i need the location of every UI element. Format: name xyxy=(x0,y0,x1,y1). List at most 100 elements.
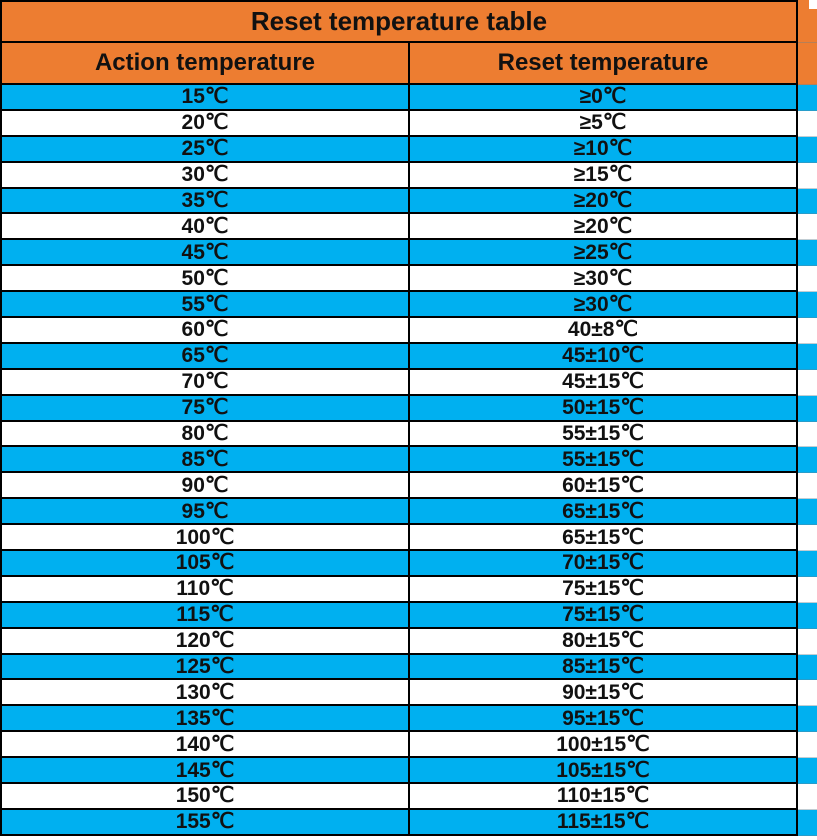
reset-temperature-cell: 65±15℃ xyxy=(410,499,798,526)
table-row: 20℃ ≥5℃ xyxy=(0,110,817,137)
action-temperature-cell: 110℃ xyxy=(0,576,410,603)
reset-temperature-cell: 55±15℃ xyxy=(410,447,798,474)
action-temperature-cell: 15℃ xyxy=(0,85,410,111)
table-row: 80℃ 55±15℃ xyxy=(0,421,817,448)
action-temperature-cell: 20℃ xyxy=(0,110,410,137)
table-row: 65℃ 45±10℃ xyxy=(0,343,817,370)
table-row: 90℃ 60±15℃ xyxy=(0,473,817,500)
table-row: 75℃ 50±15℃ xyxy=(0,395,817,422)
action-temperature-cell: 90℃ xyxy=(0,473,410,500)
action-temperature-cell: 145℃ xyxy=(0,758,410,785)
reset-temperature-cell: ≥20℃ xyxy=(410,214,798,241)
row-bleed-strip xyxy=(798,499,817,526)
table-title: Reset temperature table xyxy=(0,0,798,43)
table-row: 85℃ 55±15℃ xyxy=(0,447,817,474)
row-bleed-strip xyxy=(798,551,817,577)
reset-temperature-cell: 90±15℃ xyxy=(410,680,798,707)
row-bleed-strip xyxy=(798,758,817,785)
action-temperature-cell: 45℃ xyxy=(0,240,410,267)
row-bleed-strip xyxy=(798,577,817,603)
row-bleed-strip xyxy=(798,473,817,500)
action-temperature-cell: 115℃ xyxy=(0,602,410,629)
reset-temperature-cell: ≥30℃ xyxy=(410,266,798,293)
row-bleed-strip xyxy=(798,266,817,293)
reset-temperature-cell: 50±15℃ xyxy=(410,395,798,422)
action-temperature-cell: 40℃ xyxy=(0,214,410,241)
table-row: 110℃ 75±15℃ xyxy=(0,576,817,603)
row-bleed-strip xyxy=(798,85,817,111)
row-bleed-strip xyxy=(798,447,817,474)
row-bleed-strip xyxy=(798,189,817,215)
action-temperature-cell: 120℃ xyxy=(0,628,410,655)
header-bleed-strip xyxy=(798,43,817,85)
action-temperature-cell: 35℃ xyxy=(0,188,410,215)
action-temperature-cell: 85℃ xyxy=(0,447,410,474)
table-row: 25℃ ≥10℃ xyxy=(0,136,817,163)
table-row: 45℃ ≥25℃ xyxy=(0,240,817,267)
reset-temperature-cell: ≥30℃ xyxy=(410,292,798,319)
row-bleed-strip xyxy=(798,706,817,733)
table-row: 95℃ 65±15℃ xyxy=(0,499,817,526)
action-temperature-cell: 80℃ xyxy=(0,421,410,448)
row-bleed-strip xyxy=(798,810,817,836)
reset-temperature-cell: 115±15℃ xyxy=(410,809,798,836)
action-temperature-cell: 125℃ xyxy=(0,654,410,681)
corner-notch xyxy=(809,0,817,9)
action-temperature-cell: 30℃ xyxy=(0,162,410,189)
action-temperature-cell: 25℃ xyxy=(0,136,410,163)
table-title-row: Reset temperature table xyxy=(0,0,817,43)
table-row: 60℃ 40±8℃ xyxy=(0,318,817,344)
reset-temperature-cell: ≥25℃ xyxy=(410,240,798,267)
table-header-row: Action temperature Reset temperature xyxy=(0,43,817,85)
table-row: 135℃ 95±15℃ xyxy=(0,706,817,733)
reset-temperature-cell: ≥0℃ xyxy=(410,85,798,111)
row-bleed-strip xyxy=(798,292,817,319)
reset-temperature-cell: 85±15℃ xyxy=(410,654,798,681)
table-row: 15℃ ≥0℃ xyxy=(0,85,817,111)
table-row: 150℃ 110±15℃ xyxy=(0,784,817,810)
table-row: 105℃ 70±15℃ xyxy=(0,551,817,577)
reset-temperature-cell: ≥5℃ xyxy=(410,110,798,137)
action-temperature-cell: 70℃ xyxy=(0,369,410,396)
action-temperature-cell: 105℃ xyxy=(0,551,410,577)
reset-temperature-cell: ≥10℃ xyxy=(410,136,798,163)
row-bleed-strip xyxy=(798,163,817,189)
reset-temperature-cell: 70±15℃ xyxy=(410,551,798,577)
action-temperature-cell: 140℃ xyxy=(0,732,410,759)
action-temperature-cell: 130℃ xyxy=(0,680,410,707)
table-row: 140℃ 100±15℃ xyxy=(0,732,817,759)
row-bleed-strip xyxy=(798,214,817,241)
action-temperature-cell: 65℃ xyxy=(0,343,410,370)
table-row: 35℃ ≥20℃ xyxy=(0,188,817,215)
reset-temperature-cell: 60±15℃ xyxy=(410,473,798,500)
row-bleed-strip xyxy=(798,732,817,759)
action-temperature-cell: 60℃ xyxy=(0,318,410,344)
reset-temperature-cell: 100±15℃ xyxy=(410,732,798,759)
reset-temperature-cell: ≥15℃ xyxy=(410,162,798,189)
reset-temperature-cell: 80±15℃ xyxy=(410,628,798,655)
table-row: 30℃ ≥15℃ xyxy=(0,162,817,189)
row-bleed-strip xyxy=(798,603,817,629)
action-temperature-cell: 55℃ xyxy=(0,292,410,319)
reset-temperature-cell: ≥20℃ xyxy=(410,188,798,215)
table-row: 40℃ ≥20℃ xyxy=(0,214,817,241)
row-bleed-strip xyxy=(798,422,817,448)
row-bleed-strip xyxy=(798,680,817,707)
row-bleed-strip xyxy=(798,344,817,370)
table-row: 100℃ 65±15℃ xyxy=(0,525,817,552)
table-row: 125℃ 85±15℃ xyxy=(0,654,817,681)
table-row: 120℃ 80±15℃ xyxy=(0,628,817,655)
table-body: 15℃ ≥0℃ 20℃ ≥5℃ 25℃ ≥10℃ 30℃ ≥15℃ 35℃ ≥2… xyxy=(0,85,817,836)
action-temperature-cell: 155℃ xyxy=(0,809,410,836)
row-bleed-strip xyxy=(798,396,817,422)
reset-temperature-cell: 110±15℃ xyxy=(410,784,798,810)
action-temperature-cell: 100℃ xyxy=(0,525,410,552)
table-row: 55℃ ≥30℃ xyxy=(0,292,817,319)
reset-temperature-cell: 105±15℃ xyxy=(410,758,798,785)
row-bleed-strip xyxy=(798,629,817,655)
action-temperature-cell: 50℃ xyxy=(0,266,410,293)
action-temperature-cell: 75℃ xyxy=(0,395,410,422)
row-bleed-strip xyxy=(798,784,817,810)
row-bleed-strip xyxy=(798,137,817,163)
